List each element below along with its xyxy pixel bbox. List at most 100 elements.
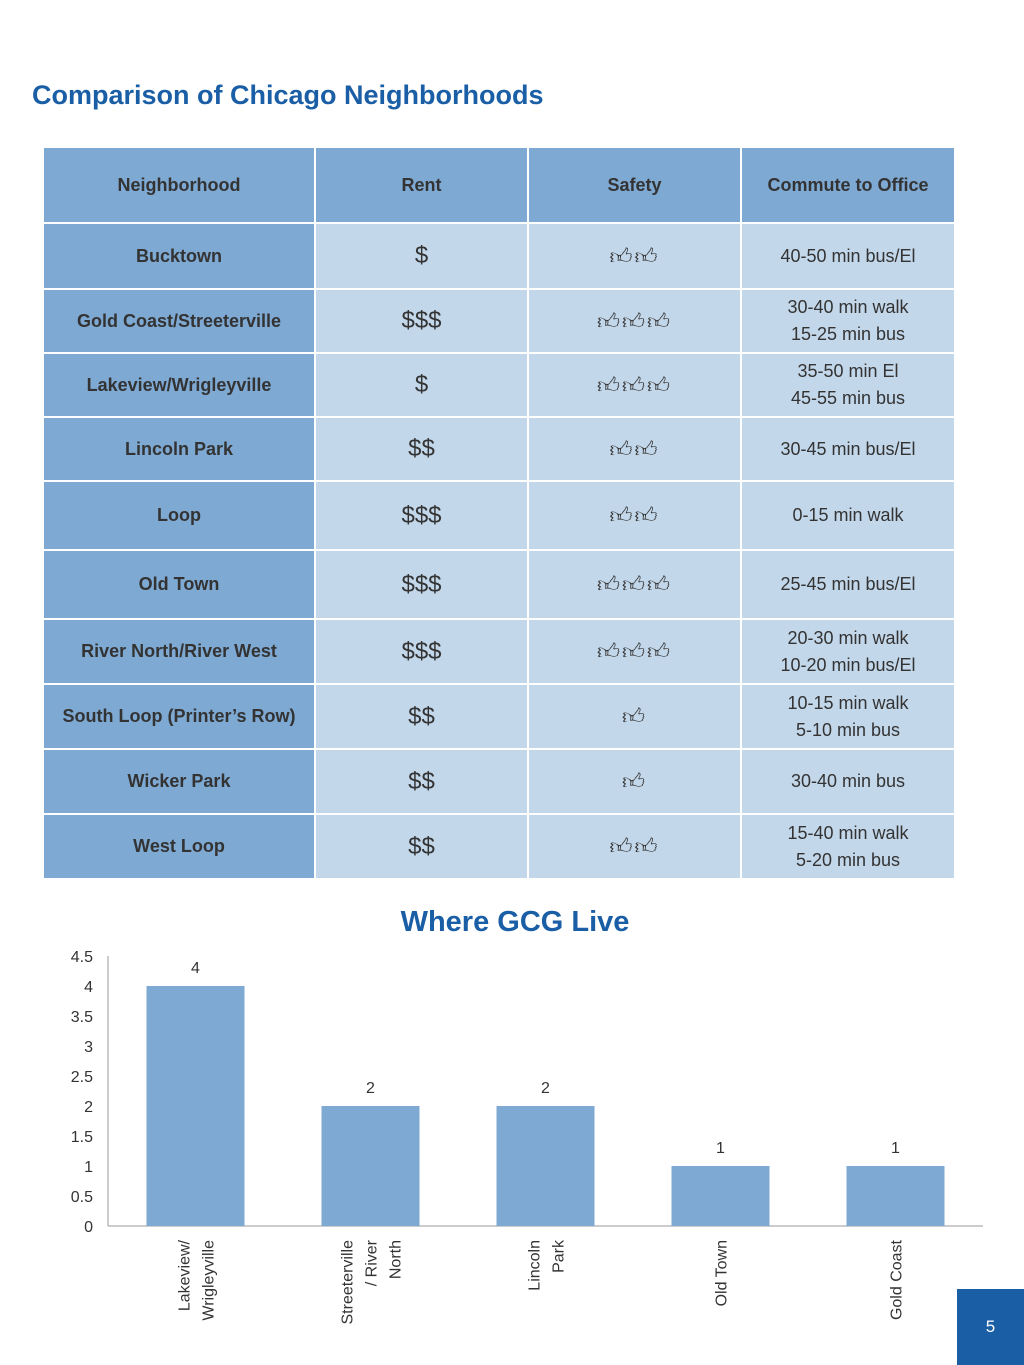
thumbs-up-icon: 👍︎ bbox=[634, 834, 660, 859]
table-row: Loop $$$ 👍︎👍︎ 0-15 min walk bbox=[42, 480, 956, 551]
commute-cell: 30-40 min walk 15-25 min bus bbox=[740, 288, 956, 354]
page-number: 5 bbox=[985, 1317, 996, 1336]
commute-line: 30-45 min bus/El bbox=[780, 438, 916, 459]
thumbs-up-icon: 👍︎ bbox=[597, 372, 622, 398]
commute-cell: 15-40 min walk 5-20 min bus bbox=[740, 813, 956, 880]
thumbs-up-icon: 👍︎ bbox=[647, 572, 672, 597]
safety-cell: 👍︎👍︎ bbox=[527, 416, 742, 482]
thumbs-up-icon: 👍︎ bbox=[609, 436, 635, 462]
table-row: Old Town $$$ 👍︎👍︎👍︎ 25-45 min bus/El bbox=[42, 549, 956, 620]
table-row: Wicker Park $$ 👍︎ 30-40 min bus bbox=[42, 748, 956, 815]
neighborhood-cell: Gold Coast/Streeterville bbox=[42, 288, 316, 354]
commute-cell: 30-45 min bus/El bbox=[740, 416, 956, 482]
table-row: River North/River West $$$ 👍︎👍︎👍︎ 20-30 min… bbox=[42, 618, 956, 685]
rent-cell: $$ bbox=[314, 416, 529, 482]
thumbs-up-icon: 👍︎ bbox=[609, 834, 635, 859]
y-tick-label: 4.5 bbox=[71, 949, 93, 966]
neighborhood-cell: Bucktown bbox=[42, 222, 316, 290]
rent-cell: $$$ bbox=[314, 480, 529, 551]
thumbs-up-icon: 👍︎ bbox=[647, 308, 672, 334]
commute-line: 5-10 min bus bbox=[795, 719, 901, 740]
x-tick-label: Wrigleyville bbox=[201, 1240, 218, 1321]
commute-line: 25-45 min bus/El bbox=[780, 574, 916, 594]
table-row: Lincoln Park $$ 👍︎👍︎ 30-45 min bus/El bbox=[42, 416, 956, 482]
page-number-badge: 5 bbox=[957, 1289, 1024, 1365]
commute-cell: 25-45 min bus/El bbox=[740, 549, 956, 620]
neighborhood-cell: South Loop (Printer’s Row) bbox=[42, 683, 316, 750]
bar bbox=[146, 986, 245, 1226]
neighborhood-cell: River North/River West bbox=[42, 618, 316, 685]
y-tick-label: 0 bbox=[84, 1219, 93, 1236]
header-safety: Safety bbox=[527, 146, 742, 224]
safety-cell: 👍︎ bbox=[527, 683, 742, 750]
bar bbox=[846, 1166, 945, 1226]
commute-cell: 35-50 min El 45-55 min bus bbox=[740, 352, 956, 418]
rent-cell: $ bbox=[314, 222, 529, 290]
table-row: Bucktown $ 👍︎👍︎ 40-50 min bus/El bbox=[42, 222, 956, 290]
y-tick-label: 3.5 bbox=[71, 1009, 93, 1026]
data-label: 1 bbox=[891, 1140, 900, 1157]
rent-cell: $$$ bbox=[314, 549, 529, 620]
thumbs-up-icon: 👍︎ bbox=[634, 243, 660, 269]
y-tick-label: 4 bbox=[84, 979, 93, 996]
rent-cell: $$ bbox=[314, 748, 529, 815]
x-tick-label: Old Town bbox=[714, 1240, 731, 1306]
rent-cell: $ bbox=[314, 352, 529, 418]
x-tick-label: Gold Coast bbox=[889, 1239, 906, 1320]
thumbs-up-icon: 👍︎ bbox=[622, 372, 647, 398]
commute-cell: 30-40 min bus bbox=[740, 748, 956, 815]
thumbs-up-icon: 👍︎ bbox=[622, 639, 647, 664]
y-tick-label: 2 bbox=[84, 1099, 93, 1116]
commute-line: 10-20 min bus/El bbox=[780, 654, 916, 675]
commute-line: 15-40 min walk bbox=[787, 822, 909, 843]
commute-line: 15-25 min bus bbox=[790, 324, 906, 344]
thumbs-up-icon: 👍︎ bbox=[647, 639, 672, 664]
commute-line: 30-40 min walk bbox=[787, 297, 909, 317]
rent-cell: $$$ bbox=[314, 618, 529, 685]
neighborhood-cell: West Loop bbox=[42, 813, 316, 880]
rent-cell: $$$ bbox=[314, 288, 529, 354]
header-rent: Rent bbox=[314, 146, 529, 224]
table-row: Gold Coast/Streeterville $$$ 👍︎👍︎👍︎ 30-40 m… bbox=[42, 288, 956, 354]
data-label: 2 bbox=[366, 1080, 375, 1097]
safety-cell: 👍︎👍︎ bbox=[527, 480, 742, 551]
neighborhood-comparison-table: Neighborhood Rent Safety Commute to Offi… bbox=[42, 146, 956, 880]
thumbs-up-icon: 👍︎ bbox=[622, 769, 647, 794]
commute-line: 0-15 min walk bbox=[792, 505, 904, 525]
commute-line: 5-20 min bus bbox=[795, 849, 901, 870]
x-tick-label: Park bbox=[551, 1239, 568, 1273]
table-header-row: Neighborhood Rent Safety Commute to Offi… bbox=[42, 146, 956, 224]
neighborhood-cell: Lakeview/Wrigleyville bbox=[42, 352, 316, 418]
rent-cell: $$ bbox=[314, 813, 529, 880]
table-row: Lakeview/Wrigleyville $ 👍︎👍︎👍︎ 35-50 min El… bbox=[42, 352, 956, 418]
thumbs-up-icon: 👍︎ bbox=[634, 436, 660, 462]
data-label: 2 bbox=[541, 1080, 550, 1097]
data-label: 1 bbox=[716, 1140, 725, 1157]
x-tick-label: Lakeview/ bbox=[177, 1239, 194, 1311]
safety-cell: 👍︎👍︎ bbox=[527, 222, 742, 290]
x-tick-label: / River bbox=[364, 1239, 381, 1286]
x-tick-label: North bbox=[388, 1240, 405, 1279]
table-row: West Loop $$ 👍︎👍︎ 15-40 min walk 5-20 min bu… bbox=[42, 813, 956, 880]
thumbs-up-icon: 👍︎ bbox=[597, 572, 622, 597]
y-tick-label: 1.5 bbox=[71, 1129, 93, 1146]
thumbs-up-icon: 👍︎ bbox=[609, 243, 635, 269]
page-title: Comparison of Chicago Neighborhoods bbox=[32, 80, 544, 110]
rent-cell: $$ bbox=[314, 683, 529, 750]
x-tick-label: Lincoln bbox=[527, 1240, 544, 1291]
bar bbox=[671, 1166, 770, 1226]
neighborhood-cell: Old Town bbox=[42, 549, 316, 620]
thumbs-up-icon: 👍︎ bbox=[597, 639, 622, 664]
bar bbox=[321, 1106, 420, 1226]
y-tick-label: 3 bbox=[84, 1039, 93, 1056]
thumbs-up-icon: 👍︎ bbox=[622, 572, 647, 597]
data-label: 4 bbox=[191, 960, 200, 977]
safety-cell: 👍︎👍︎👍︎ bbox=[527, 618, 742, 685]
commute-line: 20-30 min walk bbox=[787, 627, 909, 648]
header-neighborhood: Neighborhood bbox=[42, 146, 316, 224]
thumbs-up-icon: 👍︎ bbox=[609, 503, 635, 528]
thumbs-up-icon: 👍︎ bbox=[647, 372, 672, 398]
y-tick-label: 2.5 bbox=[71, 1069, 93, 1086]
safety-cell: 👍︎ bbox=[527, 748, 742, 815]
commute-cell: 20-30 min walk 10-20 min bus/El bbox=[740, 618, 956, 685]
